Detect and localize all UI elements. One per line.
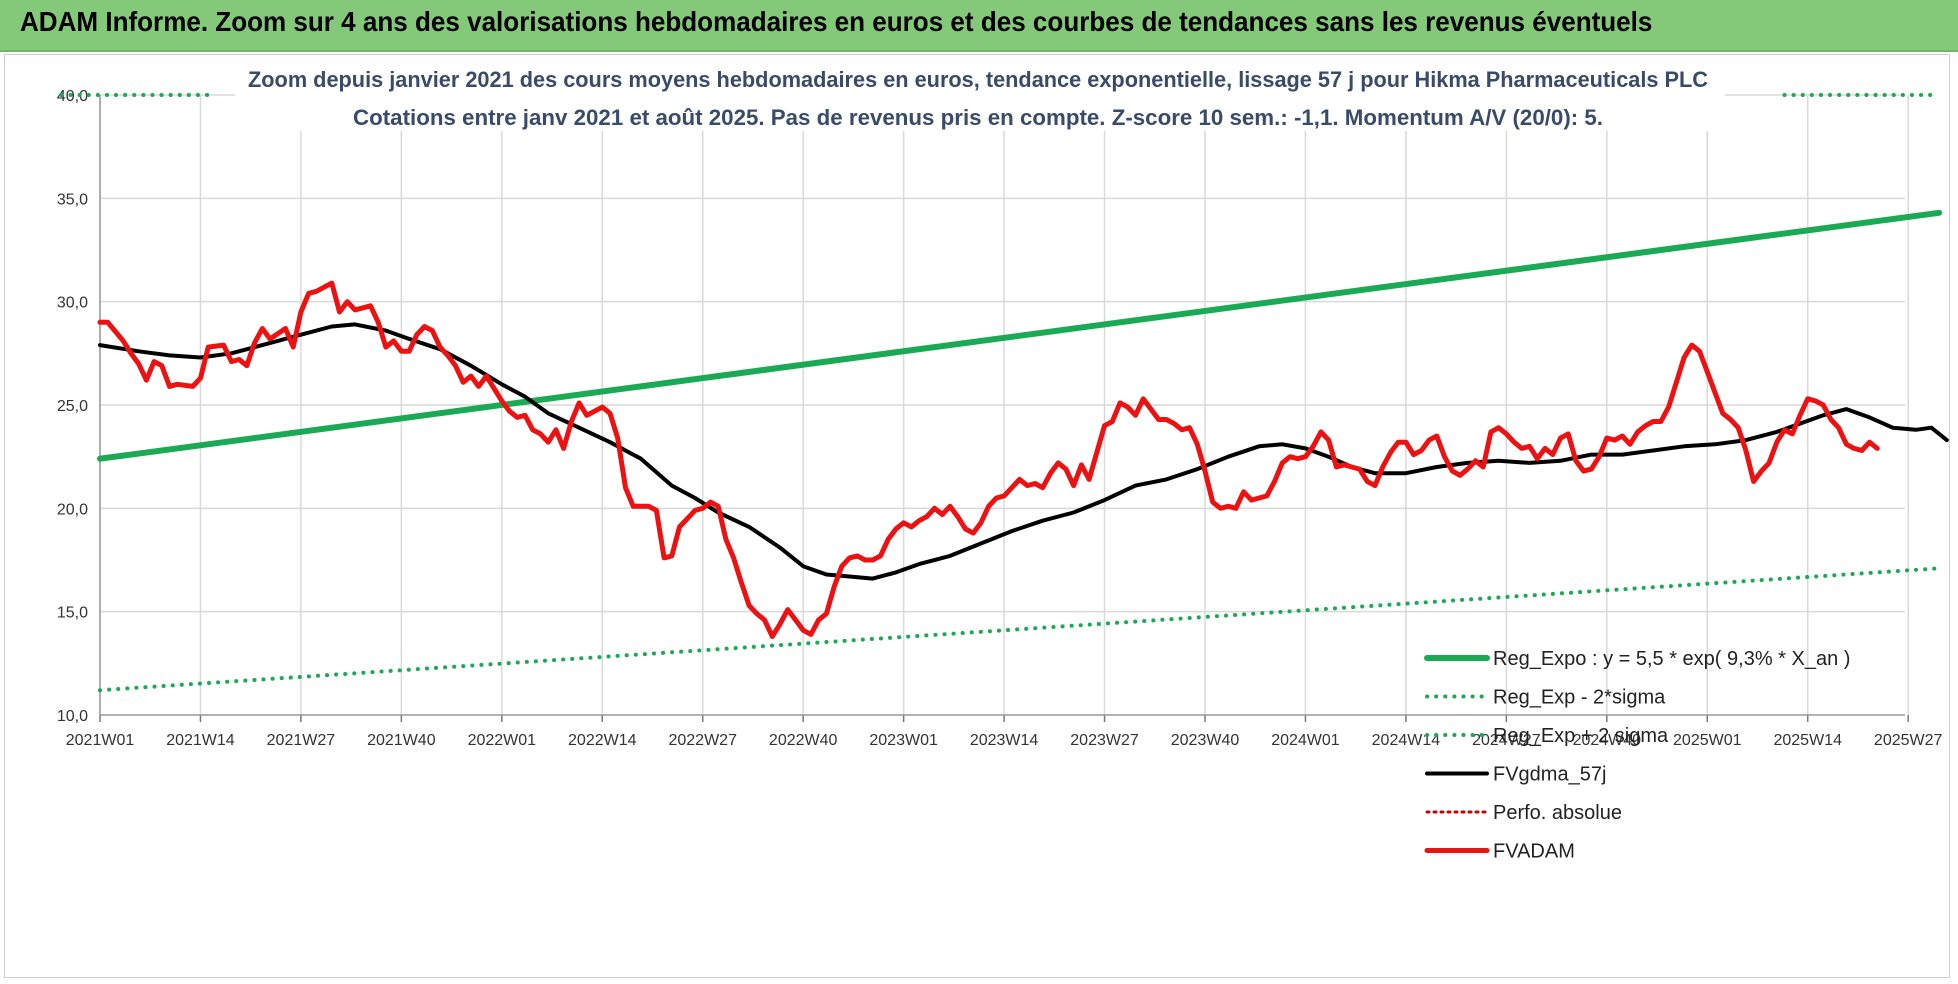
x-tick-label: 2023W14 xyxy=(970,732,1039,749)
legend-label: Reg_Expo : y = 5,5 * exp( 9,3% * X_an ) xyxy=(1493,648,1850,670)
x-tick-label: 2025W27 xyxy=(1874,732,1943,749)
x-tick-label: 2022W27 xyxy=(668,732,737,749)
chart-title: Zoom depuis janvier 2021 des cours moyen… xyxy=(248,67,1708,92)
x-tick-label: 2025W01 xyxy=(1673,732,1742,749)
header-banner: ADAM Informe. Zoom sur 4 ans des valoris… xyxy=(0,0,1958,52)
legend-label: Reg_Exp + 2 sigma xyxy=(1493,725,1669,747)
y-tick-label: 15,0 xyxy=(57,605,88,622)
x-tick-label: 2023W40 xyxy=(1171,732,1240,749)
series-line-5 xyxy=(97,280,1880,639)
y-tick-label: 10,0 xyxy=(57,708,88,725)
x-tick-label: 2022W01 xyxy=(468,732,537,749)
legend-label: Reg_Exp - 2*sigma xyxy=(1493,687,1666,709)
x-tick-label: 2024W40 xyxy=(1573,732,1642,749)
series-line-3 xyxy=(98,322,1949,581)
banner-title: ADAM Informe. Zoom sur 4 ans des valoris… xyxy=(20,6,1653,37)
x-tick-label: 2022W14 xyxy=(568,732,637,749)
y-tick-label: 30,0 xyxy=(57,295,88,312)
x-tick-label: 2025W14 xyxy=(1773,732,1842,749)
chart-svg: 10,0 15,0 20,0 25,0 30,0 35,0 40,0 2021W01 2021W… xyxy=(57,59,1949,863)
legend-label: FVADAM xyxy=(1493,841,1575,863)
legend-label: Perfo. absolue xyxy=(1493,802,1622,824)
chart-subtitle: Cotations entre janv 2021 et août 2025. … xyxy=(353,105,1603,130)
y-tick-label: 20,0 xyxy=(57,501,88,518)
x-tick-label: 2021W40 xyxy=(367,732,436,749)
x-tick-label: 2024W01 xyxy=(1271,732,1340,749)
y-tick-label: 35,0 xyxy=(57,191,88,208)
title-background xyxy=(235,59,1725,131)
x-tick-label: 2023W01 xyxy=(869,732,938,749)
y-tick-label: 40,0 xyxy=(57,88,88,105)
x-tick-label: 2021W01 xyxy=(66,732,135,749)
x-tick-label: 2021W14 xyxy=(166,732,235,749)
legend-label: FVgdma_57j xyxy=(1493,764,1606,786)
x-tick-label: 2023W27 xyxy=(1070,732,1139,749)
series-line-1 xyxy=(98,566,1942,693)
x-tick-label: 2021W27 xyxy=(267,732,336,749)
series-line-0 xyxy=(97,209,1943,462)
x-tick-label: 2024W27 xyxy=(1472,732,1541,749)
chart-frame: 10,0 15,0 20,0 25,0 30,0 35,0 40,0 2021W01 2021W… xyxy=(4,54,1950,978)
x-tick-label: 2022W40 xyxy=(769,732,838,749)
x-tick-label: 2024W14 xyxy=(1372,732,1441,749)
y-tick-label: 25,0 xyxy=(57,398,88,415)
